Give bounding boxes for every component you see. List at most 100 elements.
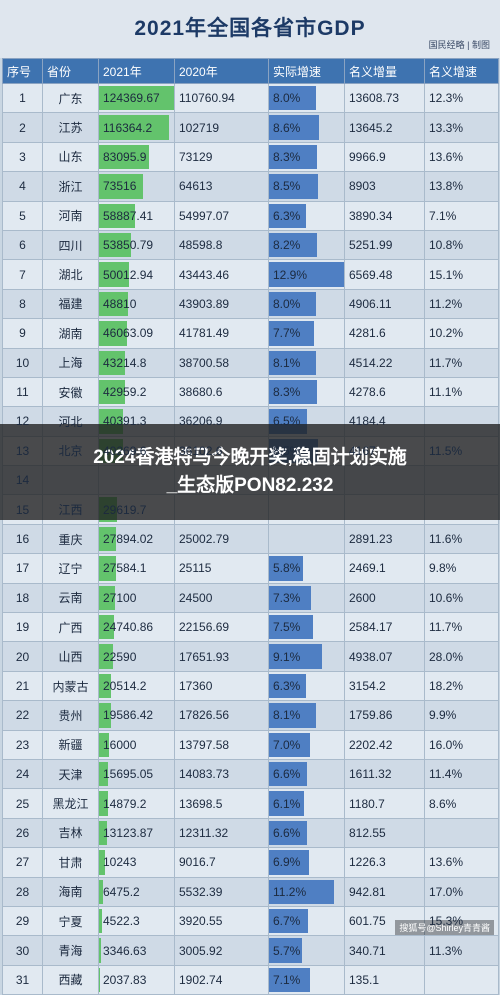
cell-text: 3890.34 <box>349 208 393 223</box>
cell-text: 40391.3 <box>103 414 147 429</box>
cell-text: 24 <box>15 767 30 782</box>
cell-text: 4514.22 <box>349 355 393 370</box>
cell-text: 6.3% <box>273 208 301 223</box>
growth-bar <box>269 879 335 904</box>
cell-text: 28 <box>15 884 30 899</box>
cell-nominal-growth: 13.8% <box>424 171 499 202</box>
cell-nominal-increase: 2891.23 <box>344 523 425 555</box>
cell-text: 7.1% <box>273 972 301 987</box>
cell-text: 25002.79 <box>179 532 230 547</box>
cell-text: 17.0% <box>429 884 464 899</box>
cell-gdp-2021: 83095.9 <box>98 141 175 173</box>
cell-text: 36206.9 <box>179 414 223 429</box>
col-header-real-growth: 实际增速 <box>268 58 345 84</box>
table-row: 2 江苏 116364.2 102719 8.6% 13645.2 13.3% <box>2 112 499 143</box>
cell-rank: 7 <box>2 259 43 290</box>
cell-province: 河南 <box>42 200 99 231</box>
cell-gdp-2021: 10243 <box>98 847 175 878</box>
cell-text: 7.3% <box>273 590 301 605</box>
cell-text: 13.6% <box>429 149 464 164</box>
gdp-bar <box>99 203 135 228</box>
cell-text: 340.71 <box>349 943 386 958</box>
cell-province: 湖北 <box>42 259 99 290</box>
cell-text: 10 <box>15 355 30 370</box>
table-row: 1 广东 124369.67 110760.94 8.0% 13608.73 12.3% <box>2 82 499 114</box>
cell-text: 北京 <box>58 444 83 459</box>
growth-bar <box>269 115 319 140</box>
cell-rank: 1 <box>2 82 43 114</box>
growth-bar <box>269 379 318 405</box>
cell-text: 浙江 <box>58 179 83 194</box>
cell-text: 4522.3 <box>103 914 140 929</box>
cell-text: 辽宁 <box>58 561 83 576</box>
cell-province: 浙江 <box>42 171 99 202</box>
col-header-gdp-2021: 2021年 <box>98 58 175 84</box>
cell-nominal-growth: 10.2% <box>424 318 499 349</box>
cell-text: 江苏 <box>58 121 83 136</box>
cell-nominal-growth: 17.0% <box>424 876 499 907</box>
chart-header: 2021年全国各省市GDP 国民经略 | 制图 <box>0 0 500 58</box>
cell-text: 11.7% <box>429 355 463 370</box>
cell-gdp-2020: 9016.7 <box>174 847 269 878</box>
cell-text: 12311.32 <box>179 825 229 840</box>
cell-text: 8.5% <box>273 179 301 194</box>
cell-nominal-growth: 10.6% <box>424 582 499 614</box>
cell-real-growth <box>268 523 345 555</box>
gdp-bar <box>99 262 130 287</box>
cell-text: 15.1% <box>429 267 464 282</box>
cell-text: 73516 <box>103 179 137 194</box>
gdp-bar <box>99 232 132 258</box>
cell-province: 福建 <box>42 288 99 320</box>
cell-province: 青海 <box>42 935 99 966</box>
cell-rank: 10 <box>2 347 43 378</box>
cell-text: 8.0% <box>273 91 301 106</box>
gdp-bar <box>99 967 101 993</box>
cell-text: 福建 <box>58 297 83 312</box>
cell-text: 46063.09 <box>103 326 154 341</box>
cell-gdp-2021: 42959.2 <box>98 376 175 408</box>
cell-province: 吉林 <box>42 817 99 849</box>
cell-text: 48598.8 <box>179 238 223 253</box>
gdp-bar <box>99 379 125 405</box>
cell-gdp-2021: 27894.02 <box>98 523 175 555</box>
cell-text: 18.2% <box>429 679 464 693</box>
cell-real-growth: 8.1% <box>268 700 345 731</box>
cell-rank: 2 <box>2 112 43 143</box>
cell-text: 22590 <box>103 649 137 664</box>
cell-text: 25115 <box>179 561 212 576</box>
cell-gdp-2020: 5532.39 <box>174 876 269 907</box>
cell-text: 山西 <box>58 650 83 665</box>
cell-text: 2584.17 <box>349 620 393 635</box>
cell-text: 湖南 <box>58 326 83 341</box>
cell-text: 30 <box>15 943 30 958</box>
cell-text: 26 <box>15 825 30 840</box>
cell-text: 38680.6 <box>179 385 223 400</box>
cell-gdp-2021: 46063.09 <box>98 318 175 349</box>
cell-nominal-increase: 1611.32 <box>344 758 425 790</box>
cell-text: 48810 <box>103 296 137 311</box>
cell-rank: 18 <box>2 582 43 614</box>
cell-real-growth: 8.2% <box>268 229 345 261</box>
cell-nominal-growth: 11.7% <box>424 347 499 378</box>
table-row: 6 四川 53850.79 48598.8 8.2% 5251.99 10.8% <box>2 229 499 261</box>
gdp-bar <box>99 526 116 552</box>
cell-province: 广西 <box>42 612 99 643</box>
cell-text: 4167 <box>349 443 376 458</box>
cell-real-growth: 8.5% <box>268 171 345 202</box>
cell-text: 11.1% <box>429 385 463 400</box>
cell-gdp-2020: 17826.56 <box>174 700 269 731</box>
cell-text: 10.6% <box>429 590 464 605</box>
cell-text: 15 <box>15 502 30 517</box>
table-row: 16 重庆 27894.02 25002.79 2891.23 11.6% <box>2 523 499 555</box>
cell-rank: 9 <box>2 318 43 349</box>
cell-gdp-2020: 1902.74 <box>174 964 269 995</box>
cell-gdp-2020: 73129 <box>174 141 269 173</box>
cell-text: 58887.41 <box>103 208 154 223</box>
cell-text: 19586.42 <box>103 708 154 723</box>
cell-text: 83095.9 <box>103 149 147 164</box>
cell-nominal-increase: 340.71 <box>344 935 425 966</box>
cell-gdp-2020: 102719 <box>174 112 269 143</box>
chart-title: 2021年全国各省市GDP <box>134 17 366 40</box>
cell-gdp-2020: 14083.73 <box>174 758 269 790</box>
cell-text: 湖北 <box>58 268 83 283</box>
